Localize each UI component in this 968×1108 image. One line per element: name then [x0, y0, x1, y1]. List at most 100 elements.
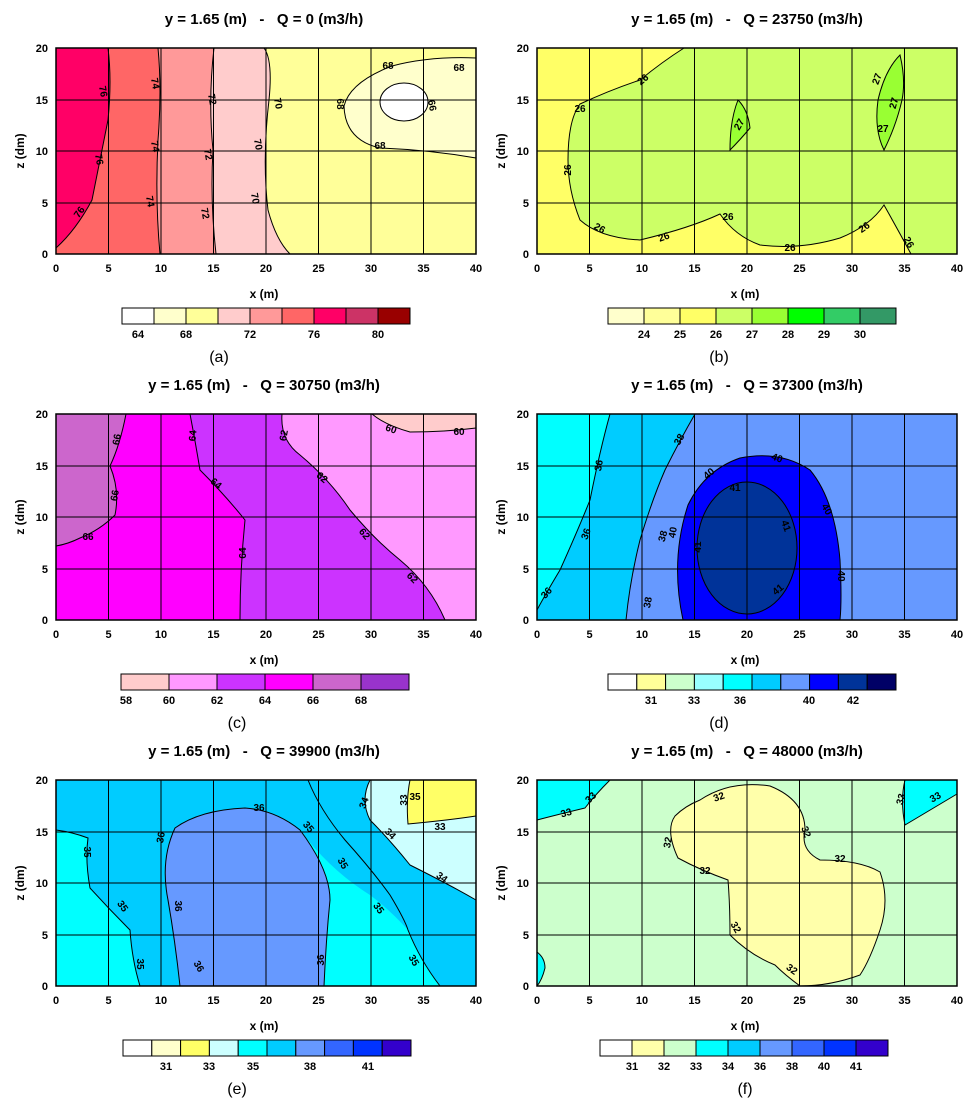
- y-tick-label: 15: [517, 827, 529, 839]
- legend-swatch: [185, 307, 219, 325]
- legend-label: 26: [710, 329, 722, 341]
- contour-label: 74: [148, 140, 161, 153]
- contour-region: [537, 952, 545, 986]
- plot-area: 35 35 35 35 36 36 36 36 36 35 35 35 35 3…: [55, 779, 477, 987]
- panel-e: y = 1.65 (m) - Q = 39900 (m3/h) 35 35 35…: [13, 743, 482, 1098]
- contour-label: 64: [238, 547, 249, 559]
- y-axis-label: z (dm): [494, 499, 508, 534]
- contour-label: 74: [148, 77, 161, 90]
- contour-label: 32: [834, 854, 846, 865]
- panel-title: y = 1.65 (m) - Q = 0 (m3/h): [165, 11, 363, 28]
- contour-label: 35: [81, 846, 92, 858]
- legend-swatch: [859, 307, 897, 325]
- legend-label: 31: [645, 695, 657, 707]
- contour-label: 35: [335, 856, 350, 872]
- plot-frame: [55, 47, 477, 255]
- legend-label: 29: [818, 329, 830, 341]
- contour-line: [371, 413, 477, 433]
- y-tick-label: 15: [36, 461, 48, 473]
- legend-swatch: [381, 1039, 412, 1057]
- contour-region: [670, 784, 885, 986]
- contour-label: 35: [134, 958, 145, 970]
- x-axis-label: x (m): [250, 287, 279, 301]
- x-tick-label: 5: [105, 629, 111, 641]
- contour-line: [536, 413, 611, 611]
- contour-region: [902, 780, 957, 825]
- x-tick-label: 15: [207, 629, 219, 641]
- panel-caption: (e): [227, 1081, 247, 1098]
- y-tick-label: 5: [523, 564, 529, 576]
- x-tick-label: 30: [365, 629, 377, 641]
- x-tick-label: 0: [53, 629, 59, 641]
- x-tick-label: 15: [207, 263, 219, 275]
- contour-label: 36: [191, 959, 206, 975]
- x-tick-label: 30: [365, 995, 377, 1007]
- legend-swatch: [216, 673, 266, 691]
- y-tick-label: 5: [42, 198, 48, 210]
- legend-label: 66: [307, 695, 319, 707]
- contour-region: [537, 780, 610, 820]
- legend-swatch: [266, 1039, 297, 1057]
- color-legend: 31 32 33 34 36 38 40 41: [599, 1039, 889, 1073]
- legend-label: 68: [180, 329, 192, 341]
- plot-area: 66 66 66 64 64 64 62 62 62 62 60 60: [55, 413, 477, 621]
- contour-region: [537, 414, 610, 610]
- legend-swatch: [751, 307, 789, 325]
- legend-label: 80: [372, 329, 384, 341]
- color-legend: 58 60 62 64 66 68: [120, 673, 410, 707]
- contour-label: 68: [374, 141, 386, 152]
- x-tick-label: 10: [155, 629, 167, 641]
- panel-a: y = 1.65 (m) - Q = 0 (m3/h) 76 76 76 74 …: [13, 11, 482, 366]
- contour-lines: [536, 413, 842, 621]
- contour-label: 33: [560, 807, 574, 821]
- legend-swatch: [866, 673, 897, 691]
- legend-label: 28: [782, 329, 794, 341]
- contour-label: 32: [662, 836, 675, 849]
- x-tick-label: 30: [846, 263, 858, 275]
- contour-line: [625, 413, 696, 621]
- contour-label: 72: [201, 148, 214, 161]
- x-tick-label: 20: [741, 263, 753, 275]
- contour-label: 72: [205, 93, 218, 106]
- contour-label: 27: [871, 72, 885, 87]
- contour-label: 26: [784, 243, 796, 254]
- contour-label: 35: [406, 953, 421, 969]
- panel-c: y = 1.65 (m) - Q = 30750 (m3/h) 66 66 66…: [13, 377, 482, 732]
- x-tick-label: 0: [534, 629, 540, 641]
- contour-label: 36: [593, 459, 606, 472]
- legend-label: 36: [754, 1061, 766, 1073]
- panel-title: y = 1.65 (m) - Q = 48000 (m3/h): [631, 743, 863, 760]
- grid: [537, 780, 957, 986]
- x-tick-label: 35: [417, 263, 429, 275]
- y-ticks: 0 5 10 15 20: [517, 775, 529, 993]
- contour-line: [876, 54, 905, 152]
- legend-swatch: [855, 1039, 889, 1057]
- y-ticks: 0 5 10 15 20: [517, 43, 529, 261]
- contour-line: [536, 779, 611, 821]
- x-tick-label: 25: [793, 629, 805, 641]
- contour-label: 62: [278, 429, 291, 442]
- x-tick-label: 35: [898, 629, 910, 641]
- contour-label: 68: [334, 98, 345, 110]
- panel-b: y = 1.65 (m) - Q = 23750 (m3/h) 26 26 26…: [494, 11, 963, 366]
- legend-swatch: [751, 673, 782, 691]
- legend-label: 64: [259, 695, 272, 707]
- panel-caption: (d): [709, 715, 729, 732]
- x-tick-label: 40: [951, 995, 963, 1007]
- legend-swatch: [264, 673, 314, 691]
- y-ticks: 0 5 10 15 20: [36, 775, 48, 993]
- y-tick-label: 10: [517, 878, 529, 890]
- legend-label: 40: [803, 695, 815, 707]
- contour-label: 70: [251, 138, 264, 151]
- contour-label: 64: [188, 429, 200, 441]
- y-tick-label: 15: [36, 95, 48, 107]
- legend-swatch: [722, 673, 753, 691]
- contour-label: 66: [109, 489, 122, 502]
- contour-label: 36: [316, 954, 327, 966]
- contour-label: 41: [778, 519, 792, 534]
- x-axis-label: x (m): [250, 653, 279, 667]
- y-axis-label: z (dm): [13, 499, 27, 534]
- contour-line: [729, 99, 751, 152]
- plot-frame: [55, 779, 477, 987]
- contour-label: 38: [672, 432, 687, 448]
